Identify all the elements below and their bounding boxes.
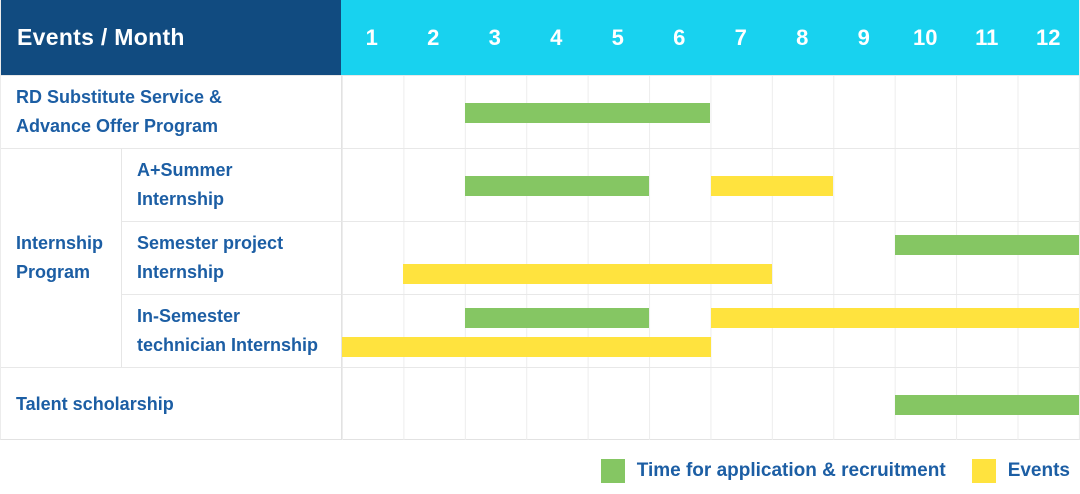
event-bar bbox=[403, 264, 772, 284]
chart-row-rd-substitute-service bbox=[341, 75, 1079, 148]
event-bar bbox=[710, 176, 834, 196]
month-header-row: 1 2 3 4 5 6 7 8 9 10 11 12 bbox=[341, 0, 1079, 75]
application-recruitment-bar bbox=[894, 395, 1079, 415]
legend-label: Events bbox=[1007, 460, 1070, 481]
chart-row-in-semester-technician-internship bbox=[341, 294, 1079, 367]
group-label-line: Program bbox=[16, 262, 91, 282]
chart-row-talent-scholarship bbox=[341, 367, 1079, 440]
row-label-line: Internship bbox=[137, 189, 225, 209]
month-header-1: 1 bbox=[365, 24, 378, 50]
legend-swatch-yellow bbox=[971, 459, 996, 483]
legend-swatch-green bbox=[600, 459, 625, 483]
row-label-talent-scholarship: Talent scholarship bbox=[1, 367, 341, 440]
month-header-12: 12 bbox=[1036, 24, 1061, 50]
month-header-9: 9 bbox=[857, 24, 870, 50]
row-label-a-plus-summer-internship: A+Summer Internship bbox=[121, 148, 341, 221]
legend-item-events: Events bbox=[971, 459, 1070, 483]
row-label-line: Semester project bbox=[137, 233, 284, 253]
row-label-rd-substitute-service: RD Substitute Service & Advance Offer Pr… bbox=[1, 75, 341, 148]
row-label-line: Advance Offer Program bbox=[16, 116, 219, 136]
legend-item-application-recruitment: Time for application & recruitment bbox=[600, 459, 946, 483]
application-recruitment-bar bbox=[894, 235, 1079, 255]
month-header-6: 6 bbox=[673, 24, 686, 50]
event-bar bbox=[342, 337, 711, 357]
row-label-in-semester-technician-internship: In-Semester technician Internship bbox=[121, 294, 341, 367]
application-recruitment-bar bbox=[464, 103, 711, 123]
event-bar bbox=[710, 308, 1079, 328]
group-label-internship-program: Internship Program bbox=[1, 148, 121, 367]
row-label-line: In-Semester bbox=[137, 306, 241, 326]
legend-label: Time for application & recruitment bbox=[636, 460, 946, 481]
month-header-5: 5 bbox=[611, 24, 624, 50]
month-header-10: 10 bbox=[913, 24, 938, 50]
application-recruitment-bar bbox=[464, 176, 650, 196]
month-header-7: 7 bbox=[734, 24, 747, 50]
month-header-4: 4 bbox=[550, 24, 563, 50]
month-header-11: 11 bbox=[975, 24, 999, 50]
row-label-semester-project-internship: Semester project Internship bbox=[121, 221, 341, 294]
group-label-line: Internship bbox=[16, 233, 104, 253]
month-header-2: 2 bbox=[427, 24, 440, 50]
row-label-line: Internship bbox=[137, 262, 225, 282]
row-label-line: technician Internship bbox=[137, 335, 319, 355]
legend: Time for application & recruitment Event… bbox=[0, 440, 1080, 494]
row-label-line: Talent scholarship bbox=[16, 393, 174, 414]
row-label-line: RD Substitute Service & bbox=[16, 87, 223, 107]
month-header-3: 3 bbox=[488, 24, 501, 50]
application-recruitment-bar bbox=[464, 308, 650, 328]
month-header-8: 8 bbox=[796, 24, 809, 50]
chart-row-semester-project-internship bbox=[341, 221, 1079, 294]
table-title: Events / Month bbox=[17, 24, 185, 50]
table-header-corner: Events / Month bbox=[1, 0, 341, 75]
chart-row-a-plus-summer-internship bbox=[341, 148, 1079, 221]
row-label-line: A+Summer bbox=[137, 160, 233, 180]
events-month-table: Events / Month 1 2 3 4 5 6 7 8 9 10 11 1… bbox=[0, 0, 1080, 440]
